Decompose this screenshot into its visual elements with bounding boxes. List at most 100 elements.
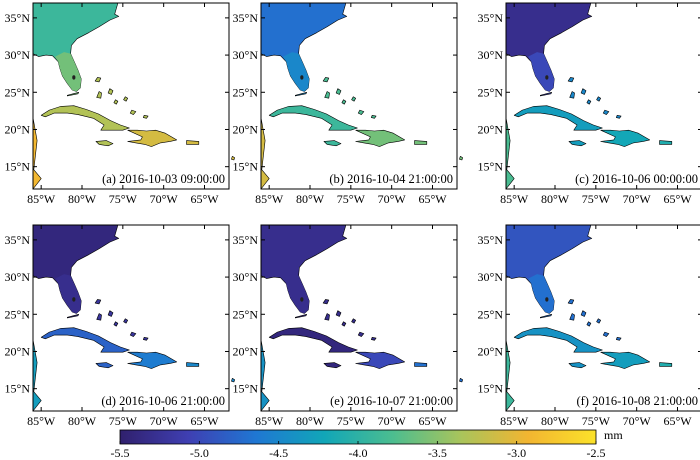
y-tick-label: 15°N: [233, 382, 259, 396]
lake-okeechobee: [72, 297, 76, 302]
x-tick-label: 80°W: [68, 192, 97, 206]
x-tick-label: 70°W: [378, 414, 407, 428]
map-panel: 85°W 80°W 75°W 70°W 65°W 15°N 20°N 25°N 30°N 35°N…: [478, 2, 700, 228]
map-svg: 85°W 80°W 75°W 70°W 65°W 15°N 20°N 25°N 30°N 35°N…: [5, 2, 235, 206]
bahamas-island-land: [586, 321, 592, 327]
florida-land: [55, 52, 82, 92]
bahamas-island-land: [94, 299, 102, 305]
bahamas-island-land: [322, 77, 330, 83]
y-tick-label: 30°N: [5, 48, 31, 62]
map-svg: 85°W 80°W 75°W 70°W 65°W 15°N 20°N 25°N 30°N 35°N…: [5, 224, 235, 428]
y-tick-label: 25°N: [233, 307, 259, 321]
bahamas-island-land: [322, 299, 330, 305]
y-tick-label: 30°N: [5, 270, 31, 284]
florida-keys-land: [294, 92, 308, 97]
y-tick-label: 20°N: [478, 344, 504, 358]
jamaica-land: [323, 140, 342, 147]
lake-okeechobee: [545, 297, 549, 302]
puerto-rico-land: [659, 140, 673, 145]
lake-okeechobee: [72, 75, 76, 80]
hispaniola-land: [127, 129, 177, 147]
puerto-rico-land: [414, 362, 428, 367]
us-mainland-land: [260, 224, 348, 314]
x-tick-label: 80°W: [541, 414, 570, 428]
x-tick-label: 70°W: [150, 192, 179, 206]
x-tick-label: 85°W: [500, 192, 529, 206]
y-tick-label: 25°N: [233, 85, 259, 99]
map-svg: 85°W 80°W 75°W 70°W 65°W 15°N 20°N 25°N 30°N 35°N…: [478, 224, 700, 428]
florida-keys-land: [66, 92, 80, 97]
x-tick-label: 80°W: [541, 192, 570, 206]
y-tick-label: 20°N: [478, 122, 504, 136]
lesser-antilles-land: [231, 378, 235, 383]
map-panel: 85°W 80°W 75°W 70°W 65°W 15°N 20°N 25°N 30°N 35°N…: [233, 224, 491, 450]
hispaniola-land: [355, 351, 405, 369]
x-tick-label: 70°W: [623, 414, 652, 428]
y-tick-label: 20°N: [5, 122, 31, 136]
panel-label: (e) 2016-10-07 21:00:00: [330, 394, 453, 408]
bahamas-island-land: [96, 91, 102, 99]
bahamas-island-land: [123, 96, 128, 102]
florida-keys-land: [539, 314, 553, 319]
bahamas-island-land: [129, 331, 137, 337]
x-tick-label: 65°W: [190, 192, 219, 206]
bahamas-island-land: [335, 88, 342, 95]
map-frame: [32, 2, 230, 190]
bahamas-island-land: [596, 318, 601, 324]
bahamas-island-land: [341, 99, 347, 105]
map-svg: 85°W 80°W 75°W 70°W 65°W 15°N 20°N 25°N 30°N 35°N…: [233, 224, 463, 428]
cuba-land: [40, 105, 130, 131]
puerto-rico-land: [659, 362, 673, 367]
us-mainland-land: [505, 2, 593, 92]
y-tick-label: 15°N: [478, 382, 504, 396]
bahamas-island-land: [602, 109, 610, 115]
x-tick-label: 80°W: [296, 192, 325, 206]
bahamas-island-land: [96, 313, 102, 321]
bahamas-island-land: [602, 331, 610, 337]
bahamas-island-land: [143, 337, 149, 341]
panel-label: (a) 2016-10-03 09:00:00: [102, 172, 225, 186]
y-tick-label: 15°N: [233, 160, 259, 174]
map-panel: 85°W 80°W 75°W 70°W 65°W 15°N 20°N 25°N 30°N 35°N…: [233, 2, 491, 228]
bahamas-island-land: [580, 310, 587, 317]
cuba-land: [268, 105, 358, 131]
florida-land: [283, 52, 310, 92]
bahamas-island-land: [351, 96, 356, 102]
bahamas-island-land: [371, 337, 377, 341]
panel-label: (f) 2016-10-08 21:00:00: [576, 394, 698, 408]
map-panel: 85°W 80°W 75°W 70°W 65°W 15°N 20°N 25°N 30°N 35°N…: [478, 224, 700, 450]
hispaniola-land: [127, 351, 177, 369]
cuba-land: [40, 327, 130, 353]
cuba-land: [513, 105, 603, 131]
bahamas-island-land: [569, 91, 575, 99]
y-tick-label: 15°N: [5, 160, 31, 174]
y-tick-label: 25°N: [478, 307, 504, 321]
bahamas-island-land: [324, 313, 330, 321]
map-panel: 85°W 80°W 75°W 70°W 65°W 15°N 20°N 25°N 30°N 35°N…: [5, 2, 263, 228]
bahamas-island-land: [351, 318, 356, 324]
y-tick-label: 35°N: [478, 233, 504, 247]
y-tick-label: 20°N: [233, 344, 259, 358]
us-mainland-land: [260, 2, 348, 92]
florida-keys-land: [294, 314, 308, 319]
florida-land: [528, 52, 555, 92]
bahamas-island-land: [357, 331, 365, 337]
bahamas-island-land: [107, 310, 114, 317]
lake-okeechobee: [545, 75, 549, 80]
jamaica-land: [95, 140, 114, 147]
x-tick-label: 85°W: [27, 414, 56, 428]
map-frame: [260, 224, 458, 412]
bahamas-island-land: [580, 88, 587, 95]
x-tick-label: 75°W: [337, 414, 366, 428]
bahamas-island-land: [586, 99, 592, 105]
bahamas-island-land: [143, 115, 149, 119]
panel-label: (b) 2016-10-04 21:00:00: [329, 172, 453, 186]
jamaica-land: [323, 362, 342, 369]
x-tick-label: 70°W: [378, 192, 407, 206]
bahamas-island-land: [123, 318, 128, 324]
y-tick-label: 25°N: [5, 307, 31, 321]
y-tick-label: 30°N: [478, 48, 504, 62]
map-panel: 85°W 80°W 75°W 70°W 65°W 15°N 20°N 25°N 30°N 35°N…: [5, 224, 263, 450]
map-frame: [505, 2, 700, 190]
bahamas-island-land: [567, 77, 575, 83]
